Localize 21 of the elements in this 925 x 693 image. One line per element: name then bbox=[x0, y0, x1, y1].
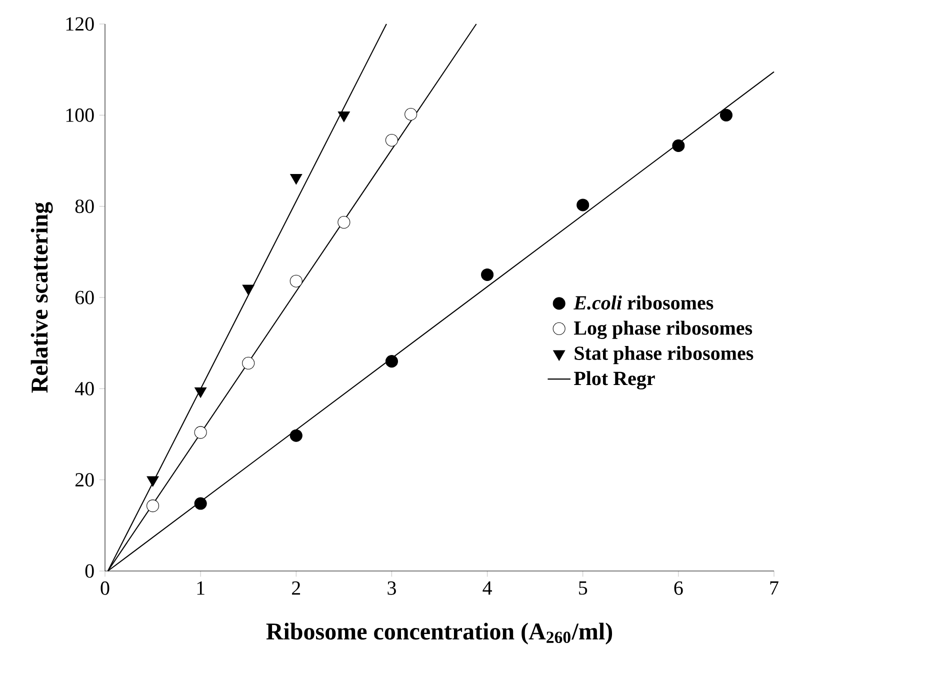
y-tick-label: 20 bbox=[75, 473, 94, 487]
y-tick-label: 40 bbox=[74, 382, 94, 396]
x-tick-label: 0 bbox=[100, 581, 110, 595]
x-tick-label: 7 bbox=[770, 581, 778, 594]
x-tick-label: 3 bbox=[388, 581, 396, 595]
x-tick-label: 6 bbox=[674, 581, 683, 595]
y-tick-label: 60 bbox=[75, 290, 94, 304]
x-tick-label: 1 bbox=[197, 581, 204, 595]
y-axis-title: Relative scattering bbox=[30, 202, 53, 393]
legend-label: Log phase ribosomes bbox=[574, 320, 752, 340]
legend-label: Stat phase ribosomes bbox=[574, 346, 754, 364]
y-tick-label: 120 bbox=[66, 17, 94, 31]
x-tick-label: 2 bbox=[292, 581, 300, 595]
x-tick-label: 4 bbox=[482, 581, 492, 595]
x-axis-title: Ribosome concentration (A$_{260}$/ml) bbox=[266, 622, 612, 644]
legend-label: Plot Regr bbox=[574, 371, 655, 390]
legend-label: E.coli ribosomes bbox=[574, 296, 714, 310]
y-tick-label: 0 bbox=[85, 564, 94, 578]
x-tick-label: 5 bbox=[579, 581, 588, 595]
y-tick-label: 100 bbox=[66, 108, 94, 122]
y-tick-label: 80 bbox=[75, 200, 94, 214]
